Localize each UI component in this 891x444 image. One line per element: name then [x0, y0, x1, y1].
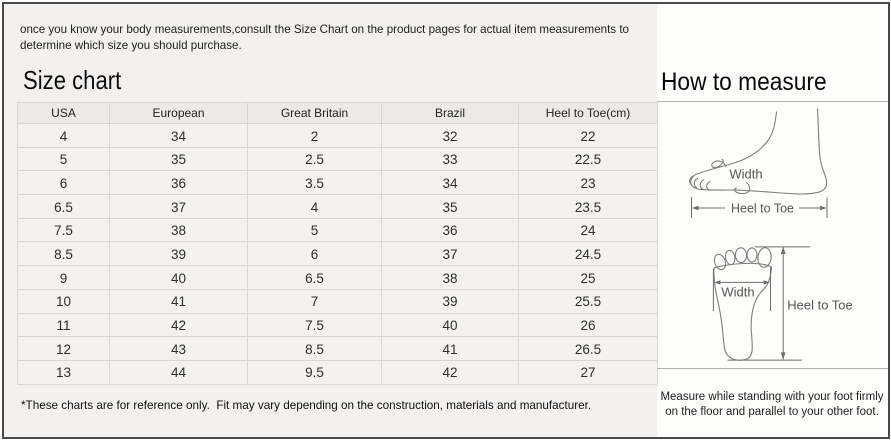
svg-text:Width: Width	[729, 167, 762, 182]
svg-text:Heel to Toe: Heel to Toe	[731, 201, 794, 215]
svg-text:Heel to Toe: Heel to Toe	[787, 298, 853, 313]
svg-text:Width: Width	[721, 285, 754, 300]
